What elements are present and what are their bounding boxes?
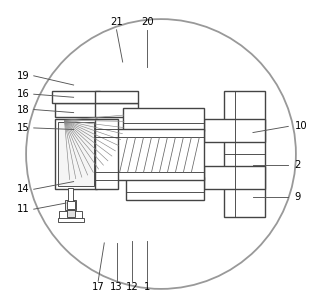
Text: 15: 15 [16, 123, 29, 133]
Bar [55, 119, 97, 189]
Bar [55, 103, 97, 117]
Text: 20: 20 [141, 17, 154, 27]
Bar [95, 91, 138, 103]
Text: 2: 2 [294, 160, 301, 170]
Bar [52, 91, 100, 103]
Text: 10: 10 [294, 121, 307, 132]
Bar [95, 119, 118, 189]
Bar [65, 200, 76, 210]
Text: 17: 17 [92, 282, 105, 292]
Bar [68, 188, 73, 201]
Text: 16: 16 [16, 89, 29, 99]
Text: 9: 9 [294, 192, 301, 202]
Bar [204, 119, 265, 142]
Bar [204, 166, 265, 189]
Bar [224, 91, 265, 217]
Text: 14: 14 [16, 184, 29, 194]
Bar [58, 218, 84, 222]
Text: 11: 11 [16, 204, 29, 214]
Text: 21: 21 [110, 17, 123, 27]
Bar [117, 129, 204, 180]
Text: 19: 19 [16, 71, 29, 81]
Bar [126, 177, 204, 200]
Bar [58, 122, 94, 186]
Bar [95, 103, 138, 117]
Text: 18: 18 [16, 104, 29, 115]
Bar [67, 209, 74, 217]
Bar [59, 211, 82, 220]
Text: 13: 13 [110, 282, 123, 292]
Text: 12: 12 [126, 282, 138, 292]
Text: 1: 1 [144, 282, 150, 292]
Bar [67, 201, 75, 209]
Bar [123, 108, 204, 131]
